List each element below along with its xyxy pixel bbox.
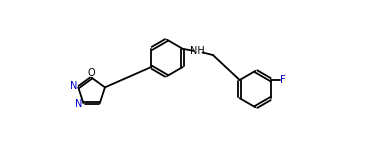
Text: F: F bbox=[280, 75, 286, 85]
Text: NH: NH bbox=[190, 46, 205, 56]
Text: N: N bbox=[76, 99, 83, 109]
Text: O: O bbox=[88, 69, 95, 78]
Text: N: N bbox=[70, 81, 78, 91]
